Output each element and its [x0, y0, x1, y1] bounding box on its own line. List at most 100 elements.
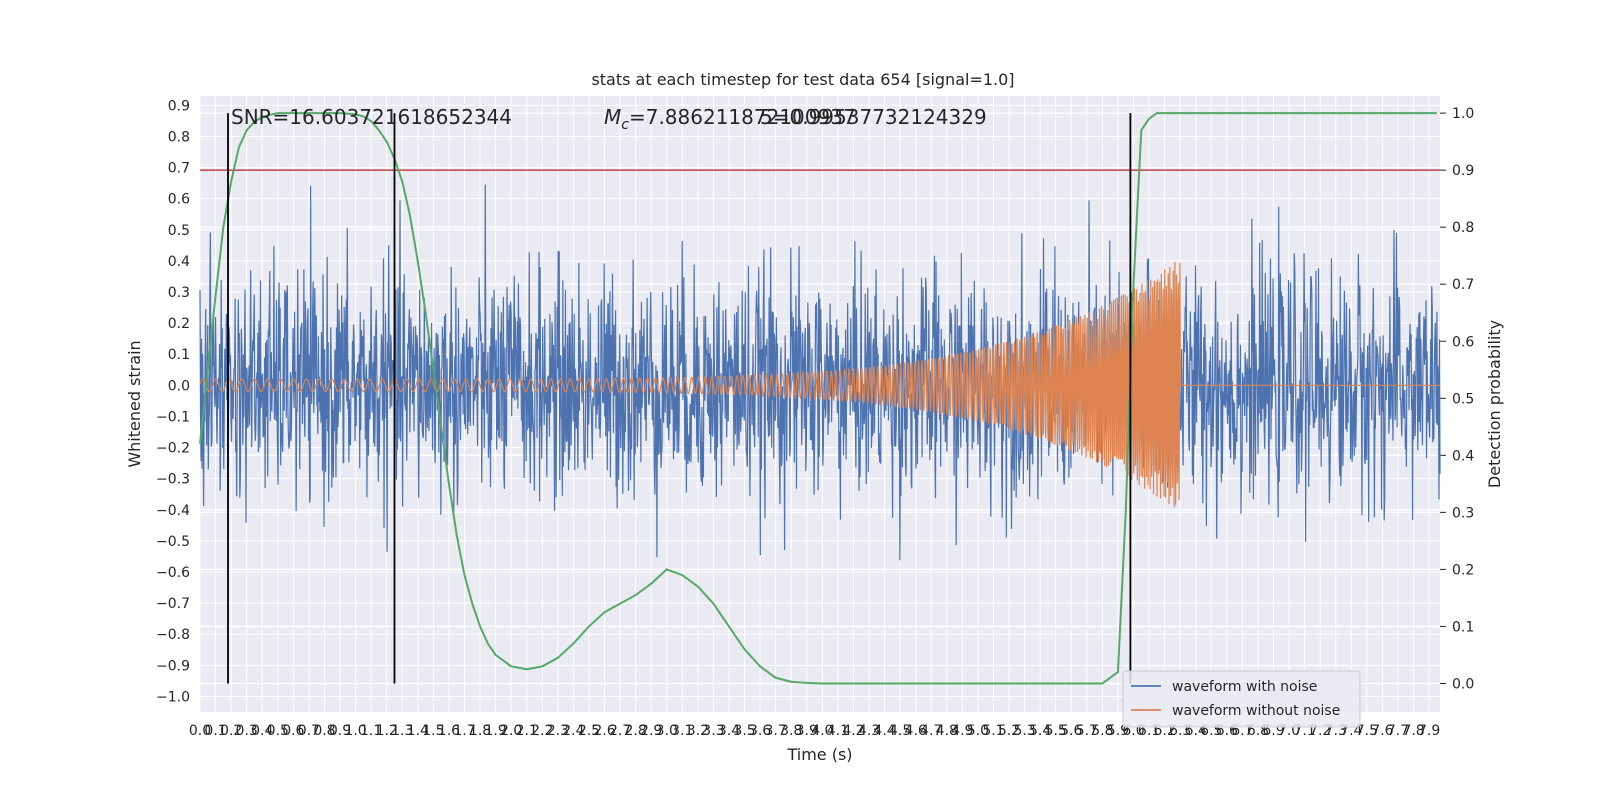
y-tick-label: −0.9	[156, 658, 190, 674]
x-tick-label: 4.4	[873, 723, 895, 739]
x-tick-label: 2.0	[500, 723, 522, 739]
x-tick-label: 3.7	[765, 723, 787, 739]
x-axis-label: Time (s)	[786, 745, 852, 764]
y-tick-label: 0.8	[168, 129, 190, 145]
x-tick-label: 2.5	[578, 723, 600, 739]
x-tick-label: 4.3	[858, 723, 880, 739]
y-tick-label: 0.3	[168, 285, 190, 301]
x-tick-label: 5.3	[1013, 723, 1035, 739]
mc-subscript: c	[621, 117, 629, 133]
x-tick-label: 2.3	[547, 723, 569, 739]
y-tick-label: 0.5	[168, 223, 190, 239]
x-tick-label: 1.5	[422, 723, 444, 739]
x-tick-label: 0.6	[282, 723, 304, 739]
noise-line	[199, 184, 1441, 561]
legend-label-signal: waveform without noise	[1172, 703, 1340, 719]
y-tick-label: 0.7	[168, 161, 190, 177]
y-tick-label: −0.8	[156, 627, 190, 643]
y-tick-label: 0.4	[168, 254, 190, 270]
chart-title: stats at each timestep for test data 654…	[591, 70, 1014, 89]
y2-tick-label: 0.7	[1452, 277, 1474, 293]
x-tick-label: 0.7	[298, 723, 320, 739]
x-tick-label: 3.6	[749, 723, 771, 739]
x-tick-label: 2.7	[609, 723, 631, 739]
y-tick-label: −0.1	[156, 409, 190, 425]
series-waveform-without-noise	[199, 262, 1440, 508]
x-tick-label: 7.9	[1418, 723, 1440, 739]
x-tick-label: 2.9	[640, 723, 662, 739]
x-tick-label: 5.4	[1029, 723, 1051, 739]
x-tick-label: 4.9	[951, 723, 973, 739]
x-tick-label: 1.9	[484, 723, 506, 739]
y-axis-label: Whitened strain	[125, 340, 144, 467]
y2-tick-label: 0.1	[1452, 619, 1474, 635]
x-tick-label: 4.2	[842, 723, 864, 739]
x-tick-label: 5.7	[1076, 723, 1098, 739]
legend-box	[1122, 670, 1361, 728]
x-tick-label: 3.8	[780, 723, 802, 739]
x-tick-label: 0.5	[267, 723, 289, 739]
x-tick-label: 1.0	[344, 723, 366, 739]
x-tick-label: 0.3	[236, 723, 258, 739]
x-tick-label: 5.6	[1060, 723, 1082, 739]
probability-line	[199, 112, 1437, 685]
x-tick-label: 0.9	[329, 723, 351, 739]
y-tick-label: −0.3	[156, 472, 190, 488]
series-detection-probability	[199, 112, 1437, 685]
y-tick-label: −0.7	[156, 596, 190, 612]
x-tick-label: 7.7	[1387, 723, 1409, 739]
y-tick-label: −0.2	[156, 441, 190, 457]
y2-tick-label: 0.5	[1452, 391, 1474, 407]
x-tick-label: 1.8	[469, 723, 491, 739]
x-tick-label: 1.2	[376, 723, 398, 739]
x-tick-label: 1.3	[391, 723, 413, 739]
x-tick-label: 7.8	[1402, 723, 1424, 739]
x-tick-label: 1.6	[438, 723, 460, 739]
x-tick-label: 2.1	[516, 723, 538, 739]
x-tick-label: 4.5	[889, 723, 911, 739]
signal-line	[199, 262, 1440, 508]
y2-tick-label: 0.2	[1452, 562, 1474, 578]
y2-tick-label: 0.6	[1452, 334, 1474, 350]
y-tick-label: 0.1	[168, 347, 190, 363]
y-tick-label: 0.2	[168, 316, 190, 332]
y-tick-label: −0.5	[156, 534, 190, 550]
x-tick-label: 3.1	[671, 723, 693, 739]
y2-tick-label: 1.0	[1452, 106, 1474, 122]
x-tick-label: 5.0	[967, 723, 989, 739]
y-tick-label: −0.4	[156, 503, 190, 519]
y-tick-label: −1.0	[156, 689, 190, 705]
legend-label-noise: waveform with noise	[1172, 679, 1317, 695]
y-tick-label: 0.6	[168, 192, 190, 208]
x-tick-label: 3.0	[656, 723, 678, 739]
y2-tick-label: 0.0	[1452, 676, 1474, 692]
x-tick-label: 3.3	[702, 723, 724, 739]
x-tick-label: 5.9	[1107, 723, 1129, 739]
x-tick-label: 2.4	[562, 723, 584, 739]
x-tick-label: 0.8	[313, 723, 335, 739]
y2-tick-label: 0.3	[1452, 505, 1474, 521]
series-waveform-with-noise	[199, 184, 1441, 561]
x-tick-label: 0.0	[189, 723, 211, 739]
x-tick-label: 4.1	[827, 723, 849, 739]
x-tick-label: 2.2	[531, 723, 553, 739]
y2-tick-labels: 1.0 0.9 0.8 0.7 0.6 0.5 0.4 0.3 0.2 0.1 0.0	[1452, 106, 1474, 692]
x-tick-label: 4.7	[920, 723, 942, 739]
y2-tick-label: 0.8	[1452, 220, 1474, 236]
x-tick-label: 4.6	[905, 723, 927, 739]
y-tick-label: −0.6	[156, 565, 190, 581]
x-tick-label: 3.9	[796, 723, 818, 739]
x-tick-label: 0.1	[204, 723, 226, 739]
y2-tick-label: 0.9	[1452, 163, 1474, 179]
x-tick-label: 5.5	[1045, 723, 1067, 739]
x-tick-label: 1.4	[407, 723, 429, 739]
mc-value: =7.886211872100937	[629, 105, 856, 129]
snr-annotation: SNR=16.603721618652344	[231, 105, 512, 129]
x-tick-label: 1.1	[360, 723, 382, 739]
detection-markers	[227, 113, 1132, 684]
x-tick-label: 0.2	[220, 723, 242, 739]
x-tick-label: 1.7	[453, 723, 475, 739]
mc-symbol: M	[604, 105, 621, 129]
y2-tick-label: 0.4	[1452, 448, 1474, 464]
